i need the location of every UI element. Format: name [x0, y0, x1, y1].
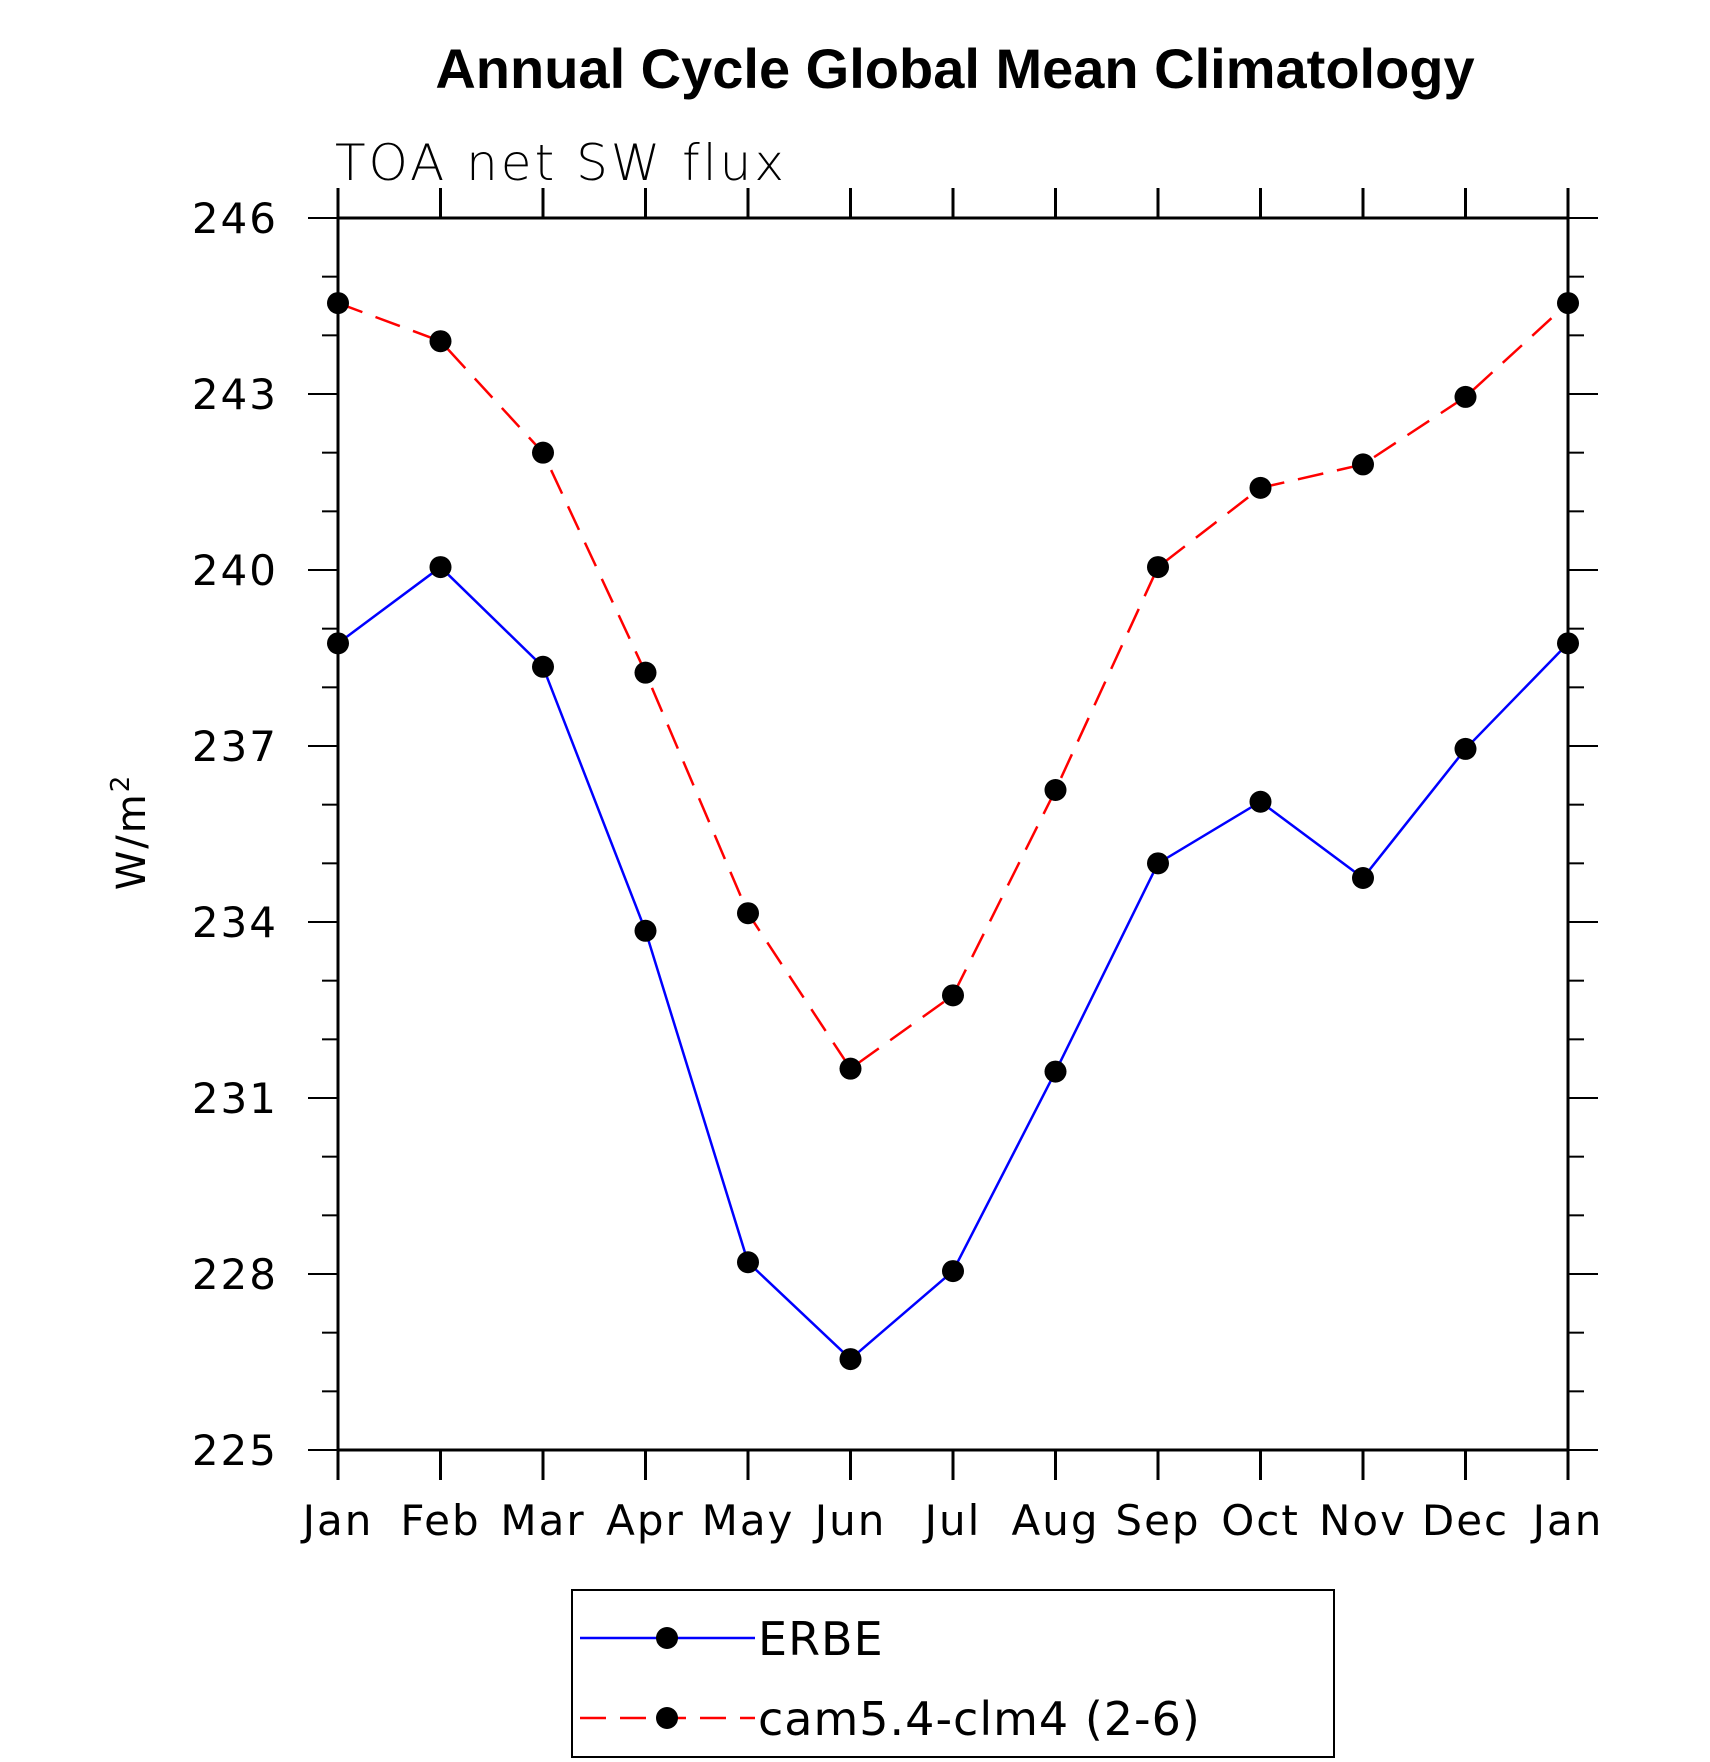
data-point [1557, 632, 1579, 655]
y-tick-label: 243 [192, 370, 278, 419]
data-point [429, 556, 452, 579]
series-line [337, 565, 1569, 1361]
series-0 [327, 556, 1579, 1371]
x-tick-label: Jul [922, 1496, 982, 1545]
y-axis-label-text: W/m2 [106, 774, 155, 891]
legend-marker [656, 1707, 678, 1729]
legend-items: ERBE cam5.4-clm4 (2-6) [580, 1612, 1201, 1746]
data-point [1147, 556, 1169, 579]
x-tick-label: Jun [812, 1496, 887, 1545]
data-point [1044, 779, 1067, 801]
x-tick-label: Mar [500, 1496, 585, 1545]
data-point [1044, 1060, 1067, 1083]
x-tick-label: Sep [1115, 1496, 1200, 1545]
y-axis-label: W/m2 [106, 774, 155, 891]
y-tick-label: 234 [192, 898, 278, 947]
y-tick-label: 237 [192, 722, 278, 771]
data-point [1454, 737, 1477, 760]
data-point [839, 1348, 862, 1371]
data-point [532, 441, 554, 464]
data-point [737, 902, 759, 925]
data-point [1249, 790, 1272, 813]
legend-label: ERBE [758, 1612, 884, 1666]
data-point [532, 655, 554, 678]
series-1 [327, 292, 1579, 1080]
data-point [1454, 385, 1477, 408]
data-point [1249, 476, 1272, 499]
chart-subtitle: TOA net SW flux [335, 134, 787, 192]
y-tick-label: 246 [192, 194, 278, 243]
data-point [1352, 867, 1374, 889]
data-point [839, 1057, 862, 1080]
legend-marker [656, 1627, 678, 1649]
data-point [942, 1260, 964, 1283]
data-point [327, 292, 349, 315]
legend-box [571, 1589, 1335, 1758]
legend-label: cam5.4-clm4 (2-6) [758, 1692, 1201, 1746]
data-point [634, 661, 657, 684]
x-tick-label: Jan [300, 1496, 374, 1545]
plot-axes: 246 243 240 237 234 231 228 225 Jan Feb Mar Apr May J… [192, 188, 1604, 1545]
data-point [1557, 292, 1579, 315]
y-axis-label-superscript: 2 [106, 774, 136, 793]
data-point [634, 919, 657, 942]
y-tick-label: 225 [192, 1426, 278, 1475]
x-tick-label: May [702, 1496, 795, 1545]
data-point [1352, 453, 1374, 476]
x-tick-label: Dec [1422, 1496, 1509, 1545]
chart-title: Annual Cycle Global Mean Climatology [435, 37, 1474, 100]
x-tick-label: Feb [400, 1496, 480, 1545]
data-point [429, 330, 452, 353]
x-tick-label: Oct [1221, 1496, 1300, 1545]
legend: ERBE cam5.4-clm4 (2-6) [571, 1589, 1335, 1758]
series-line [337, 301, 1569, 1071]
x-tick-label: Nov [1319, 1496, 1407, 1545]
data-point [327, 632, 349, 655]
data-point [942, 984, 964, 1007]
y-tick-label: 228 [192, 1250, 278, 1299]
x-tick-label: Jan [1530, 1496, 1604, 1545]
y-tick-label: 231 [192, 1074, 278, 1123]
data-point [1147, 852, 1169, 875]
y-axis-label-base: W/m [109, 792, 155, 890]
x-tick-label: Aug [1011, 1496, 1099, 1545]
series-layer [327, 292, 1579, 1371]
y-tick-label: 240 [192, 546, 278, 595]
data-point [737, 1251, 759, 1274]
x-tick-label: Apr [606, 1496, 685, 1545]
